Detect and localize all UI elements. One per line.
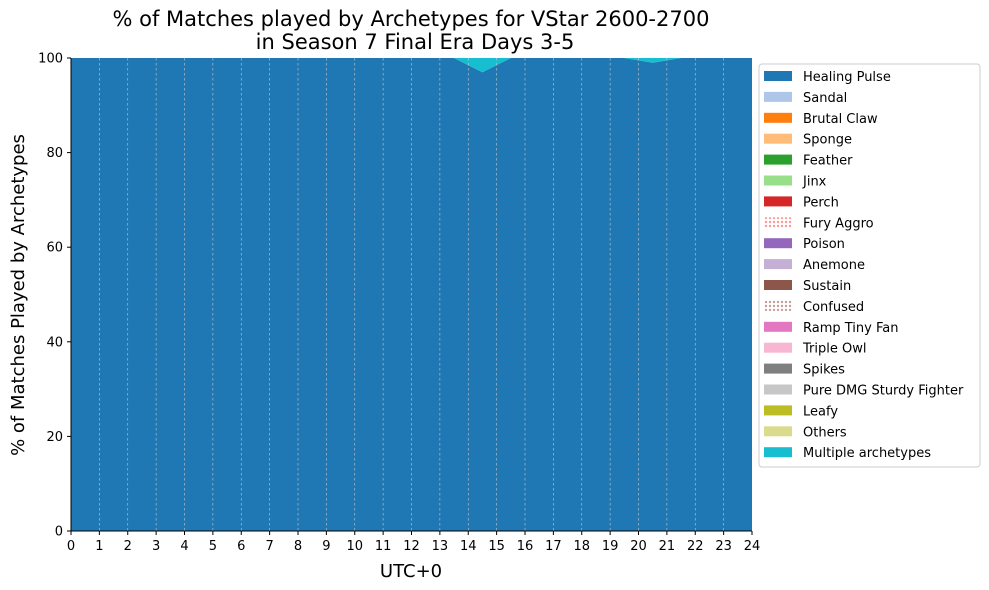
legend-label-sustain: Sustain — [803, 279, 851, 294]
legend-label-spikes: Spikes — [803, 363, 845, 378]
legend-swatch-brutal-claw — [764, 112, 792, 123]
legend-label-leafy: Leafy — [803, 404, 838, 419]
legend-label-jinx: Jinx — [802, 175, 827, 190]
x-tick-label: 24 — [744, 539, 761, 554]
x-tick-label: 12 — [403, 539, 420, 554]
y-tick-label: 0 — [55, 525, 63, 540]
chart-title-line2: in Season 7 Final Era Days 3-5 — [256, 30, 575, 54]
legend-swatch-healing-pulse — [764, 71, 792, 81]
legend-label-sponge: Sponge — [803, 133, 852, 148]
x-tick-label: 19 — [602, 539, 619, 554]
y-tick-label: 40 — [46, 335, 63, 350]
x-tick-label: 2 — [124, 539, 132, 554]
x-tick-label: 15 — [488, 539, 505, 554]
legend-swatch-sustain — [764, 280, 792, 290]
legend-swatch-sponge — [764, 133, 792, 144]
x-tick-label: 7 — [265, 539, 273, 554]
legend-frame — [758, 63, 981, 468]
legend-label-confused: Confused — [803, 300, 864, 315]
plot-area — [70, 58, 752, 532]
legend-swatch-others — [764, 426, 792, 437]
legend-label-ramp-tiny-fan: Ramp Tiny Fan — [803, 321, 898, 336]
x-tick-label: 23 — [715, 539, 732, 554]
x-axis-label: UTC+0 — [380, 561, 442, 582]
legend-swatch-perch — [764, 196, 792, 207]
legend-swatch-pure-dmg-sturdy-fighter — [764, 384, 792, 395]
legend-swatch-spikes — [764, 363, 792, 374]
x-tick-label: 1 — [95, 539, 103, 554]
legend-swatch-ramp-tiny-fan — [764, 321, 792, 332]
chart-title-line1: % of Matches played by Archetypes for VS… — [113, 7, 710, 31]
legend-label-others: Others — [803, 425, 847, 440]
x-tick-label: 13 — [432, 539, 449, 554]
x-tick-label: 3 — [152, 539, 160, 554]
y-axis: 0 20 40 60 80 100 — [38, 52, 71, 540]
y-tick-label: 80 — [46, 146, 63, 161]
x-tick-label: 8 — [294, 539, 302, 554]
legend-label-anemone: Anemone — [803, 258, 865, 273]
legend-label-multiple-archetypes: Multiple archetypes — [803, 446, 931, 461]
legend-label-sandal: Sandal — [803, 91, 847, 106]
legend: Healing Pulse Sandal Brutal Claw Sponge Feat… — [758, 63, 981, 468]
legend-swatch-triple-owl — [764, 342, 792, 353]
legend-swatch-leafy — [764, 405, 792, 416]
legend-swatch-poison — [764, 238, 792, 249]
x-tick-label: 20 — [630, 539, 647, 554]
legend-swatch-anemone — [764, 259, 792, 270]
legend-label-triple-owl: Triple Owl — [802, 342, 866, 357]
x-tick-label: 22 — [687, 539, 704, 554]
y-tick-label: 100 — [38, 52, 63, 67]
x-tick-label: 6 — [237, 539, 245, 554]
legend-label-pure-dmg-sturdy-fighter: Pure DMG Sturdy Fighter — [803, 384, 964, 399]
x-tick-label: 0 — [67, 539, 75, 554]
x-tick-label: 18 — [573, 539, 590, 554]
legend-label-feather: Feather — [803, 154, 853, 169]
legend-label-brutal-claw: Brutal Claw — [803, 112, 878, 127]
legend-label-fury-aggro: Fury Aggro — [803, 216, 874, 231]
x-tick-label: 4 — [180, 539, 188, 554]
legend-label-perch: Perch — [803, 195, 839, 210]
legend-swatch-feather — [764, 154, 792, 165]
legend-swatch-multiple-archetypes — [764, 447, 792, 458]
x-tick-label: 11 — [375, 539, 392, 554]
legend-swatch-sandal — [764, 91, 792, 102]
x-tick-label: 10 — [346, 539, 363, 554]
y-tick-label: 60 — [46, 241, 63, 256]
x-tick-label: 16 — [517, 539, 534, 554]
x-axis: 0 1 2 3 4 5 6 7 8 9 10 11 12 13 14 15 16 17 18 19 20 21 22 23 24 — [67, 531, 760, 554]
x-tick-label: 21 — [659, 539, 676, 554]
legend-swatch-jinx — [764, 175, 792, 186]
y-axis-label: % of Matches Played by Archetypes — [8, 134, 29, 456]
legend-swatch-fury-aggro — [764, 217, 792, 228]
legend-label-poison: Poison — [803, 237, 845, 252]
legend-swatch-confused — [764, 300, 792, 311]
y-tick-label: 20 — [46, 430, 63, 445]
x-tick-label: 9 — [322, 539, 330, 554]
x-tick-label: 5 — [209, 539, 217, 554]
x-tick-label: 17 — [545, 539, 562, 554]
legend-label-healing-pulse: Healing Pulse — [803, 70, 891, 85]
x-tick-label: 14 — [460, 539, 477, 554]
